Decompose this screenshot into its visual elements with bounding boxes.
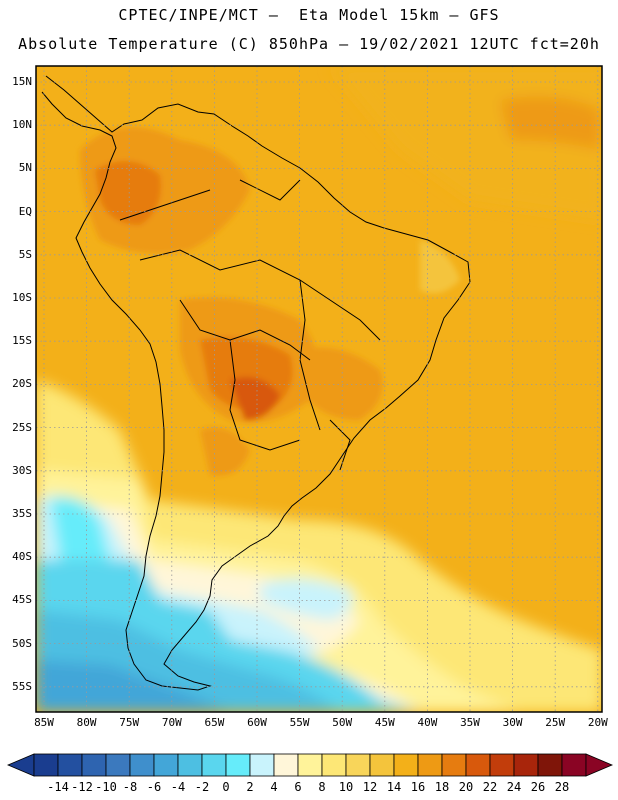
latitude-label: 30S bbox=[12, 463, 32, 477]
latitude-label: 45S bbox=[12, 593, 32, 607]
latitude-label: EQ bbox=[18, 204, 32, 218]
latitude-label: 55S bbox=[12, 679, 32, 693]
longitude-label: 20W bbox=[587, 716, 608, 729]
colorbar-swatch bbox=[33, 753, 59, 777]
colorbar-swatch bbox=[321, 753, 347, 777]
colorbar-label: -10 bbox=[95, 780, 117, 794]
latitude-label: 15N bbox=[12, 75, 32, 88]
colorbar-label: 16 bbox=[410, 780, 426, 794]
colorbar-swatch bbox=[465, 753, 491, 777]
latitude-label: 10N bbox=[12, 118, 32, 132]
longitude-label: 30W bbox=[502, 716, 523, 729]
colorbar-label: 6 bbox=[294, 780, 302, 794]
colorbar-label: 12 bbox=[362, 780, 378, 794]
colorbar-label: -2 bbox=[194, 780, 210, 794]
colorbar-swatch bbox=[537, 753, 563, 777]
colorbar-swatch bbox=[153, 753, 179, 777]
colorbar-swatch bbox=[177, 753, 203, 777]
longitude-label: 50W bbox=[332, 716, 353, 729]
longitude-label: 55W bbox=[289, 716, 310, 729]
colorbar-label: -14 bbox=[47, 780, 69, 794]
colorbar-label: 0 bbox=[222, 780, 230, 794]
longitude-label: 60W bbox=[247, 716, 267, 729]
colorbar-swatch bbox=[561, 753, 587, 777]
colorbar-label: 24 bbox=[506, 780, 522, 794]
colorbar-label: 14 bbox=[386, 780, 402, 794]
latitude-label: 10S bbox=[12, 291, 32, 304]
latitude-label: 50S bbox=[12, 636, 32, 650]
colorbar-label: 18 bbox=[434, 780, 450, 794]
longitude-label: 25W bbox=[545, 716, 566, 729]
colorbar-swatch bbox=[105, 753, 131, 777]
colorbar-swatch bbox=[81, 753, 107, 777]
colorbar-label: -4 bbox=[170, 780, 186, 794]
latitude-label: 5N bbox=[18, 161, 32, 175]
colorbar-label: 28 bbox=[554, 780, 570, 794]
longitude-label: 65W bbox=[204, 716, 225, 729]
colorbar-swatch bbox=[393, 753, 419, 777]
coastline bbox=[41, 75, 471, 691]
colorbar-label: 4 bbox=[270, 780, 278, 794]
latitude-label: 5S bbox=[18, 247, 32, 261]
longitude-label: 35W bbox=[460, 716, 480, 729]
colorbar-swatch bbox=[489, 753, 515, 777]
latitude-label: 35S bbox=[12, 507, 32, 520]
colorbar-label: -12 bbox=[71, 780, 93, 794]
latitude-label: 15S bbox=[12, 334, 32, 348]
colorbar-label: 8 bbox=[318, 780, 326, 794]
longitude-label: 75W bbox=[119, 716, 140, 729]
longitude-label: 40W bbox=[417, 716, 438, 729]
colorbar-label: 10 bbox=[338, 780, 354, 794]
colorbar-swatch bbox=[297, 753, 323, 777]
longitude-label: 80W bbox=[76, 716, 97, 729]
temperature-field bbox=[36, 66, 602, 712]
colorbar-swatch bbox=[273, 753, 299, 777]
colorbar-left-arrow bbox=[6, 753, 35, 777]
colorbar-label: 26 bbox=[530, 780, 546, 794]
map-title: CPTEC/INPE/MCT – Eta Model 15km – GFS bbox=[118, 6, 500, 24]
colorbar-label: -6 bbox=[146, 780, 162, 794]
colorbar-swatch bbox=[225, 753, 251, 777]
colorbar-swatch bbox=[441, 753, 467, 777]
colorbar-swatch bbox=[201, 753, 227, 777]
colorbar-swatch bbox=[513, 753, 539, 777]
colorbar-swatch bbox=[249, 753, 275, 777]
colorbar-swatch bbox=[129, 753, 155, 777]
map-frame bbox=[35, 65, 603, 713]
colorbar-right-arrow bbox=[585, 753, 614, 777]
colorbar-swatch bbox=[57, 753, 83, 777]
colorbar-label: 22 bbox=[482, 780, 498, 794]
colorbar-swatch bbox=[345, 753, 371, 777]
colorbar-swatch bbox=[369, 753, 395, 777]
latitude-label: 25S bbox=[12, 420, 32, 434]
latitude-label: 20S bbox=[12, 377, 32, 391]
map-subtitle: Absolute Temperature (C) 850hPa – 19/02/… bbox=[18, 35, 600, 53]
colorbar-label: -8 bbox=[122, 780, 138, 794]
latitude-label: 40S bbox=[12, 550, 32, 564]
colorbar bbox=[6, 753, 614, 777]
longitude-label: 70W bbox=[161, 716, 182, 729]
colorbar-label: 20 bbox=[458, 780, 474, 794]
longitude-label: 85W bbox=[34, 716, 54, 729]
colorbar-swatch bbox=[417, 753, 443, 777]
colorbar-label: 2 bbox=[246, 780, 254, 794]
longitude-label: 45W bbox=[374, 716, 395, 729]
